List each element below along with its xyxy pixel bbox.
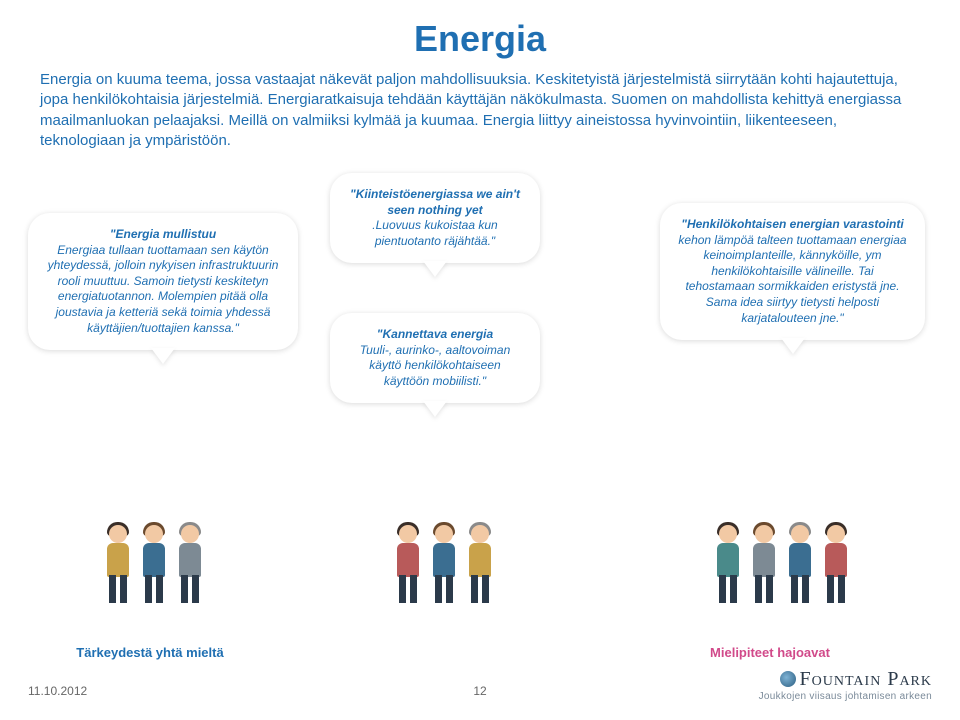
speech-bubbles-area: "Energia mullistuu Energiaa tullaan tuot… [0,163,960,523]
people-group-center [390,525,498,605]
person-icon [782,525,818,605]
intro-paragraph: Energia on kuuma teema, jossa vastaajat … [0,60,960,151]
caption-left: Tärkeydestä yhtä mieltä [60,645,240,660]
logo-tagline: Joukkojen viisaus johtamisen arkeen [759,691,932,702]
bubble-title: "Kiinteistöenergiassa we ain't seen noth… [346,187,524,218]
people-group-left [100,525,208,605]
bubble-text: .Luovuus kukoistaa kun pientuotanto räjä… [372,218,497,248]
person-icon [390,525,426,605]
bubble-title: "Kannettava energia [346,327,524,343]
bubble-energia-mullistuu: "Energia mullistuu Energiaa tullaan tuot… [28,213,298,350]
bubble-title: "Henkilökohtaisen energian varastointi [676,217,909,233]
logo-brand: Fountain Park [759,668,932,691]
person-icon [136,525,172,605]
person-icon [462,525,498,605]
caption-right: Mielipiteet hajoavat [680,645,860,660]
bubble-kannettava-energia: "Kannettava energia Tuuli-, aurinko-, aa… [330,313,540,403]
bubble-text: kehon lämpöä talteen tuottamaan energiaa… [678,233,906,325]
bubble-title: "Energia mullistuu [44,227,282,243]
person-icon [172,525,208,605]
bubble-henkilokohtainen-varastointi: "Henkilökohtaisen energian varastointi k… [660,203,925,340]
bubble-text: Energiaa tullaan tuottamaan sen käytön y… [48,243,279,335]
person-icon [710,525,746,605]
logo: Fountain Park Joukkojen viisaus johtamis… [759,668,932,702]
person-icon [426,525,462,605]
page-title: Energia [0,0,960,60]
bubble-text: Tuuli-, aurinko-, aaltovoiman käyttö hen… [360,343,511,388]
people-group-right [710,525,854,605]
logo-glyph-icon [780,671,796,687]
person-icon [100,525,136,605]
footer-page-number: 12 [473,684,486,698]
footer-date: 11.10.2012 [28,684,87,698]
person-icon [746,525,782,605]
person-icon [818,525,854,605]
bubble-kiinteistoenergia: "Kiinteistöenergiassa we ain't seen noth… [330,173,540,263]
